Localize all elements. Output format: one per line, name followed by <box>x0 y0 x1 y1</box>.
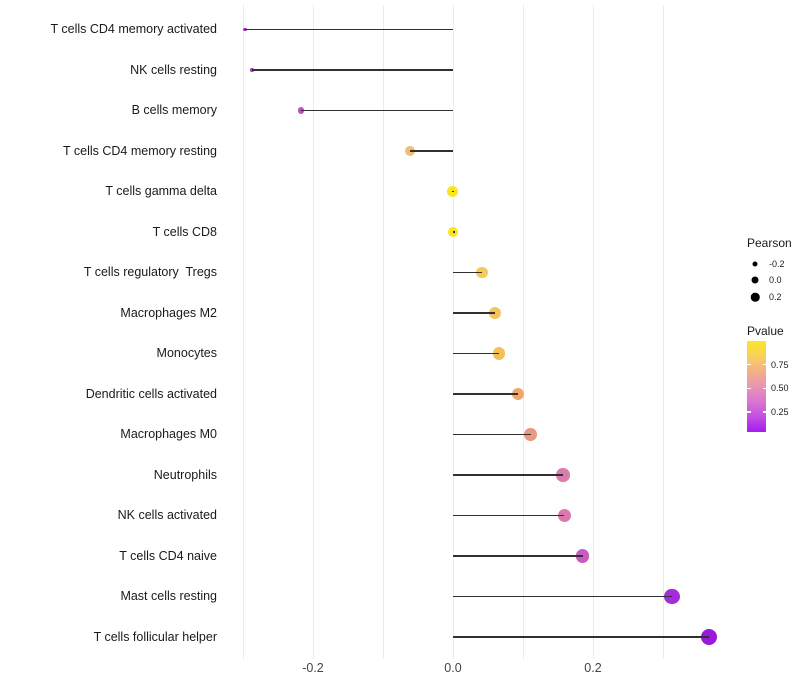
x-axis-tick-label: -0.2 <box>302 661 324 675</box>
category-label: T cells CD8 <box>152 224 217 239</box>
colorbar-tick-label: 0.75 <box>771 359 789 370</box>
category-label: T cells regulatory Tregs <box>83 265 217 279</box>
colorbar-tick-label: 0.25 <box>771 407 789 418</box>
category-label: B cells memory <box>131 103 217 117</box>
lollipop-stem <box>453 312 495 314</box>
lollipop-stem <box>452 190 454 193</box>
lollipop-stem <box>453 555 583 557</box>
legend-size-label: 0.0 <box>769 275 782 285</box>
category-label: Macrophages M2 <box>120 305 217 320</box>
category-label: Macrophages M0 <box>120 427 217 441</box>
lollipop-stem <box>453 271 482 274</box>
lollipop-stem <box>453 433 531 436</box>
legend-size-dot-medium <box>751 276 759 284</box>
pvalue-colorbar <box>747 341 766 432</box>
data-point-dot <box>700 629 717 645</box>
colorbar-tick-mark <box>762 387 766 390</box>
x-axis-tick-label: 0.0 <box>444 661 462 675</box>
category-label: Neutrophils <box>153 467 217 482</box>
lollipop-stem <box>252 69 453 71</box>
legend-size-item: -0.2 <box>745 255 800 272</box>
category-label: T cells CD4 memory resting <box>63 143 217 158</box>
lollipop-stem <box>453 393 519 395</box>
x-gridline <box>662 5 664 659</box>
legend-size-item: 0.0 <box>745 272 800 289</box>
data-point-dot <box>297 107 305 114</box>
category-label: Dendritic cells activated <box>85 386 217 401</box>
colorbar-tick-label: 0.50 <box>771 383 789 394</box>
category-label: NK cells resting <box>130 62 217 77</box>
x-gridline <box>382 5 384 659</box>
legend-size-dot-large <box>750 292 760 302</box>
x-gridline <box>242 5 244 659</box>
category-label: T cells CD4 naive <box>119 548 217 563</box>
lollipop-stem <box>301 109 453 112</box>
lollipop-stem <box>453 595 673 598</box>
lollipop-stem <box>453 474 563 476</box>
colorbar-tick-mark <box>762 363 766 366</box>
x-gridline <box>522 5 524 659</box>
lollipop-stem <box>453 636 709 638</box>
lollipop-stem <box>453 231 455 233</box>
category-label: T cells gamma delta <box>105 184 217 198</box>
lollipop-stem <box>453 352 500 355</box>
data-point-dot <box>493 347 506 360</box>
data-point-dot <box>524 428 538 441</box>
category-label: T cells CD4 memory activated <box>50 22 218 36</box>
lollipop-stem <box>245 28 453 31</box>
colorbar-tick-mark <box>747 387 751 390</box>
data-point-dot <box>556 468 570 482</box>
x-axis-tick-label: 0.2 <box>584 661 602 675</box>
legend: Pearson -0.2 0.0 0.2 Pvalue 0.75 0.50 0.… <box>745 236 800 446</box>
colorbar-tick-mark <box>762 411 766 413</box>
data-point-dot <box>475 266 488 279</box>
category-label: Monocytes <box>156 346 217 360</box>
legend-size-label: 0.2 <box>769 292 782 302</box>
data-point-dot <box>664 588 680 605</box>
data-point-dot <box>447 226 459 238</box>
lollipop-stem <box>410 150 453 152</box>
lollipop-stem <box>453 514 565 517</box>
legend-title-pearson: Pearson <box>747 236 792 250</box>
colorbar-tick-mark <box>747 411 751 413</box>
x-gridline <box>312 5 314 659</box>
legend-size-item: 0.2 <box>745 289 800 306</box>
legend-size-dot-small <box>752 261 758 266</box>
x-gridline <box>592 5 594 659</box>
legend-title-pvalue: Pvalue <box>747 324 784 338</box>
data-point-dot <box>250 68 254 72</box>
category-label: NK cells activated <box>117 508 217 522</box>
category-label: Mast cells resting <box>120 589 217 603</box>
colorbar-tick-mark <box>747 363 751 366</box>
category-label: T cells follicular helper <box>93 629 217 644</box>
legend-size-label: -0.2 <box>769 258 785 269</box>
x-gridline <box>452 5 454 659</box>
